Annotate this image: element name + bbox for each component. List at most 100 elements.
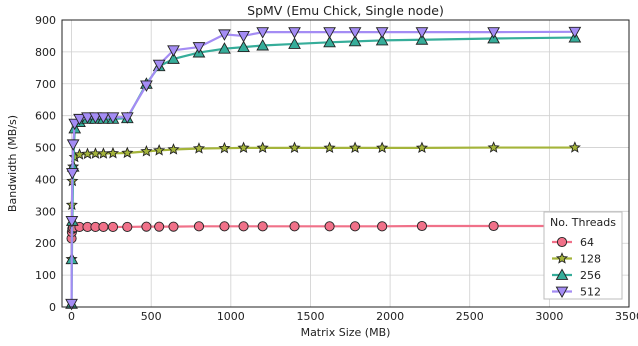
series-512-point — [66, 139, 80, 151]
series-128-point — [237, 141, 250, 154]
y-tick-label: 300 — [35, 205, 56, 218]
legend-entry-128: 128 — [552, 252, 601, 266]
series-512-point — [323, 27, 336, 39]
series-layer — [65, 26, 582, 311]
series-512-point — [97, 112, 110, 124]
series-64-point — [324, 221, 335, 232]
y-tick-label: 900 — [35, 14, 56, 27]
series-256-point — [288, 37, 301, 49]
series-512 — [65, 26, 582, 311]
x-tick-label: 0 — [68, 310, 75, 323]
series-128-point — [415, 141, 429, 154]
series-512-point — [65, 215, 79, 228]
series-512-point — [192, 42, 206, 54]
legend-entries: 64 128 256 512 — [552, 236, 601, 299]
series-64-point — [122, 221, 133, 233]
series-128-point — [121, 146, 134, 159]
series-512-point — [140, 80, 153, 92]
series-64-point — [350, 221, 361, 232]
y-tick-label: 600 — [35, 110, 56, 123]
x-tick-label: 2000 — [376, 310, 404, 323]
series-512-point — [152, 59, 166, 72]
x-tick-label: 1000 — [217, 310, 245, 323]
y-tick-label: 500 — [35, 142, 56, 155]
y-tick-label: 700 — [35, 78, 56, 91]
series-64-point — [416, 220, 427, 232]
legend-marker — [556, 236, 568, 248]
series-512-point — [120, 112, 134, 124]
series-64-point — [257, 221, 268, 232]
series-256-point — [375, 33, 389, 46]
series-128-point — [288, 141, 301, 154]
series-64-point — [377, 221, 388, 232]
series-512-point — [288, 27, 301, 39]
legend-marker — [555, 268, 569, 280]
legend-entry-64: 64 — [552, 236, 594, 249]
series-512-point — [218, 29, 231, 41]
y-axis-label: Bandwidth (MB/s) — [6, 115, 19, 212]
series-512-point — [487, 27, 500, 39]
series-64-point — [98, 221, 109, 233]
x-tick-label: 3000 — [535, 310, 563, 323]
series-256-point — [256, 38, 270, 51]
series-512-point — [106, 112, 120, 124]
legend-marker — [555, 252, 569, 264]
series-128-point — [487, 141, 500, 153]
series-512-point — [167, 45, 180, 57]
series-64-point — [107, 221, 119, 233]
legend-label: 128 — [580, 253, 601, 266]
x-tick-label: 500 — [141, 310, 162, 323]
series-128-point — [153, 144, 166, 156]
series-512-point — [375, 27, 389, 39]
legend-label: 512 — [580, 286, 601, 299]
series-64-point — [488, 220, 499, 232]
series-256-point — [237, 40, 250, 53]
series-128-point — [97, 147, 110, 159]
legend-box — [543, 211, 623, 300]
series-64-point — [289, 221, 300, 232]
series-128-point — [140, 145, 153, 157]
series-128-point — [348, 141, 362, 154]
series-512-point — [65, 298, 78, 311]
series-128-point — [106, 146, 120, 159]
series-64-point — [168, 221, 179, 232]
series-512-point — [65, 168, 79, 180]
series-512-point — [415, 27, 429, 39]
series-256-point — [348, 34, 362, 47]
y-tick-label: 800 — [35, 46, 56, 59]
series-128-point — [167, 143, 180, 155]
series-64-point — [238, 221, 249, 232]
x-axis-label: Matrix Size (MB) — [301, 326, 391, 339]
series-512-point — [73, 113, 86, 126]
series-128-point — [376, 141, 389, 154]
chart-title: SpMV (Emu Chick, Single node) — [247, 3, 444, 18]
series-512-point — [348, 27, 362, 39]
series-256-point — [415, 33, 429, 45]
series-64-point — [154, 221, 165, 232]
series-512-point — [568, 26, 582, 39]
legend: No. Threads 64 128 256 512 — [543, 211, 623, 300]
series-128-point — [192, 142, 206, 154]
series-128-point — [323, 141, 336, 154]
series-512-point — [256, 27, 270, 39]
plot-frame — [61, 19, 630, 308]
series-128-point — [218, 141, 231, 154]
legend-title: No. Threads — [550, 216, 616, 229]
series-128-point — [256, 141, 269, 154]
series-64-point — [193, 221, 205, 232]
y-tick-label: 200 — [35, 237, 56, 250]
series-128-point — [568, 141, 581, 153]
y-tick-label: 100 — [35, 269, 56, 282]
series-256-point — [323, 35, 336, 48]
y-tick-label: 400 — [35, 173, 56, 186]
x-tick-label: 1500 — [296, 310, 324, 323]
series-64-point — [219, 221, 230, 232]
series-128 — [65, 141, 581, 265]
legend-label: 256 — [580, 269, 601, 282]
series-64-point — [141, 221, 152, 232]
series-256-point — [218, 42, 231, 54]
legend-label: 64 — [580, 236, 594, 249]
series-256-point — [167, 52, 180, 64]
